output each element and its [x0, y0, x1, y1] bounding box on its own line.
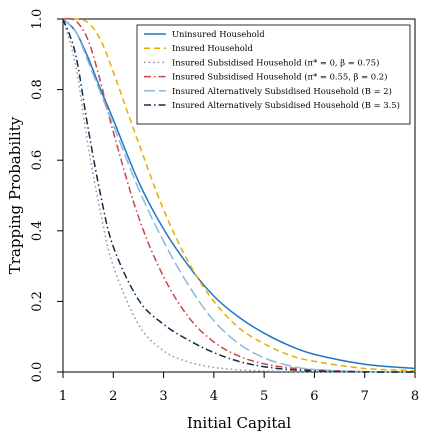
legend-label-4: Insured Subsidised Household (π* = 0.55,…	[172, 72, 387, 82]
y-axis-label: Trapping Probability	[6, 116, 24, 274]
x-tick-label: 3	[159, 389, 167, 404]
legend-label-3: Insured Subsidised Household (π* = 0, β …	[172, 57, 379, 67]
y-tick-label: 0.2	[30, 291, 45, 312]
y-tick-label: 0.6	[30, 150, 45, 171]
y-tick-label: 0.8	[30, 79, 45, 100]
x-tick-label: 2	[109, 389, 117, 404]
y-tick-label: 0.4	[30, 220, 45, 241]
series-layer	[62, 17, 416, 373]
x-tick-label: 7	[361, 389, 369, 404]
x-axis: 1 2 3 4 5 6 7 8	[59, 372, 419, 404]
series-line-1	[62, 18, 416, 370]
legend-box	[136, 24, 411, 125]
x-tick-label: 5	[260, 389, 268, 404]
x-tick-label: 6	[310, 389, 318, 404]
x-tick-label: 4	[210, 389, 218, 404]
x-tick-label: 1	[59, 389, 67, 404]
x-tick-label: 8	[411, 389, 419, 404]
y-tick-label: 1.0	[30, 9, 45, 30]
x-axis-label: Initial Capital	[187, 414, 292, 432]
plot-area	[62, 18, 416, 373]
legend-label-5: Insured Alternatively Subsidised Househo…	[172, 86, 392, 96]
legend-label-1: Uninsured Household	[172, 29, 265, 39]
y-axis: 0.0 0.2 0.4 0.6 0.8 1.0	[30, 9, 63, 383]
legend: Uninsured Household Insured Household Insu…	[136, 24, 411, 125]
legend-label-6: Insured Alternatively Subsidised Househo…	[172, 100, 400, 110]
series-line-4	[62, 17, 416, 373]
y-tick-label: 0.0	[30, 362, 45, 383]
series-line-2	[62, 17, 416, 372]
legend-label-2: Insured Household	[172, 43, 253, 53]
series-line-5	[62, 18, 416, 373]
